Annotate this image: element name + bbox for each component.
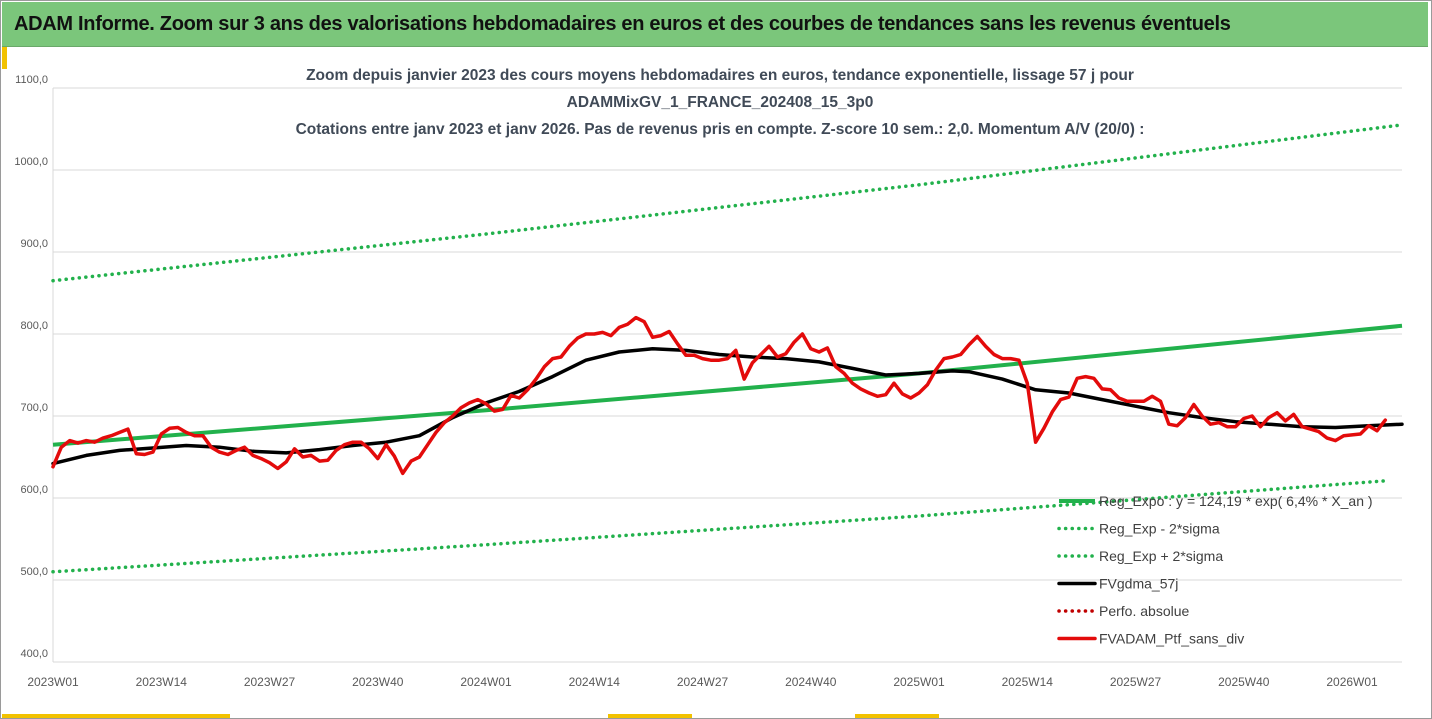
y-tick-label: 1000,0: [14, 156, 48, 168]
x-tick-label: 2023W01: [27, 675, 79, 689]
legend-label: Reg_Exp - 2*sigma: [1099, 521, 1220, 537]
grid: [52, 87, 1402, 663]
chart-title-line: Zoom depuis janvier 2023 des cours moyen…: [306, 67, 1134, 84]
accent-mark-bottom-right: [855, 714, 939, 718]
legend-label: Perfo. absolue: [1099, 603, 1189, 619]
legend-label: FVgdma_57j: [1099, 576, 1178, 592]
accent-mark-bottom-mid: [608, 714, 692, 718]
x-tick-label: 2023W14: [136, 675, 188, 689]
y-axis: 400,0 500,0 600,0 700,0 800,0 900,0 1000,0 1100…: [14, 74, 48, 660]
chart-title-line: ADAMMixGV_1_FRANCE_202408_15_3p0: [567, 94, 874, 111]
x-tick-label: 2025W01: [893, 675, 945, 689]
legend-label: FVADAM_Ptf_sans_div: [1099, 631, 1244, 647]
legend: Reg_Expo : y = 124,19 * exp( 6,4% * X_an…: [1057, 493, 1373, 647]
accent-mark-top: [2, 47, 7, 69]
report-title: ADAM Informe. Zoom sur 3 ans des valoris…: [14, 13, 1231, 35]
y-tick-label: 1100,0: [15, 74, 48, 86]
chart-title-line: Cotations entre janv 2023 et janv 2026. …: [296, 121, 1145, 138]
chart-title: Zoom depuis janvier 2023 des cours moyen…: [296, 67, 1145, 138]
y-tick-label: 900,0: [20, 238, 48, 250]
x-axis: 2023W01 2023W14 2023W27 2023W40 2024W01 2024W…: [27, 675, 1378, 689]
x-tick-label: 2024W27: [677, 675, 729, 689]
x-tick-label: 2025W14: [1002, 675, 1054, 689]
x-tick-label: 2026W01: [1326, 675, 1378, 689]
series-group: [51, 123, 1404, 574]
legend-label: Reg_Expo : y = 124,19 * exp( 6,4% * X_an…: [1099, 493, 1373, 509]
report-banner: ADAM Informe. Zoom sur 3 ans des valoris…: [2, 2, 1428, 47]
accent-mark-bottom-left: [2, 714, 230, 718]
y-tick-label: 700,0: [20, 402, 48, 414]
x-tick-label: 2024W01: [460, 675, 512, 689]
y-tick-label: 800,0: [20, 320, 48, 332]
legend-label: Reg_Exp + 2*sigma: [1099, 548, 1223, 564]
y-tick-label: 600,0: [20, 484, 48, 496]
series-line-reg-expo-y-124-19-exp-6-4-x-an: [52, 323, 1403, 447]
x-tick-label: 2024W40: [785, 675, 837, 689]
x-tick-label: 2025W40: [1218, 675, 1270, 689]
series-line-reg-exp-2-sigma: [51, 123, 1404, 283]
series-line-fvadam-ptf-sans-div: [51, 315, 1388, 476]
series-line-reg-exp-2-sigma: [51, 479, 1388, 574]
series-line-fvgdma-57j: [51, 347, 1404, 466]
x-tick-label: 2023W27: [244, 675, 296, 689]
x-tick-label: 2023W40: [352, 675, 404, 689]
y-tick-label: 400,0: [20, 648, 48, 660]
x-tick-label: 2025W27: [1110, 675, 1162, 689]
y-tick-label: 500,0: [20, 566, 48, 578]
x-tick-label: 2024W14: [569, 675, 621, 689]
